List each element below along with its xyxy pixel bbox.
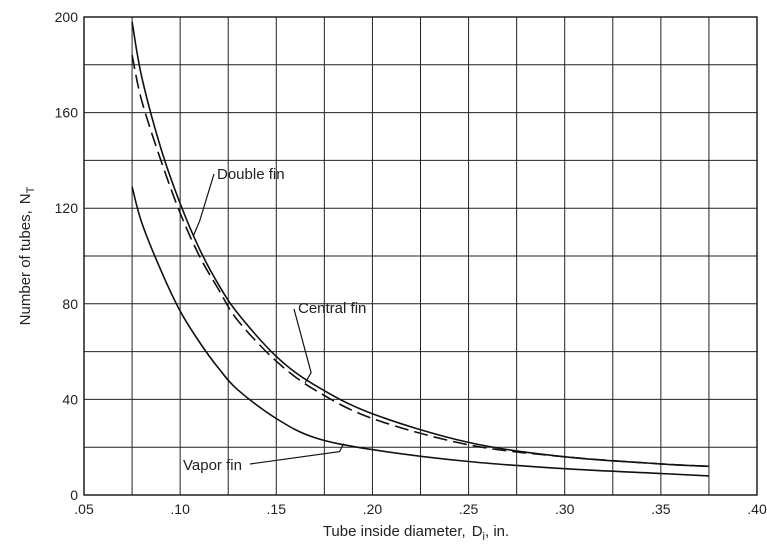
y-tick-label: 200	[55, 9, 79, 25]
x-axis-label: Tube inside diameter, Di, in.	[323, 523, 509, 543]
grid	[83, 16, 758, 496]
plot-frame	[83, 16, 758, 496]
x-tick-label: .25	[459, 501, 479, 517]
y-tick-label: 40	[62, 391, 78, 407]
x-axis-label-symbol: D	[472, 523, 483, 540]
annotation-label-vapor-fin: Vapor fin	[183, 457, 242, 474]
y-axis-label-text: Number of tubes,	[17, 210, 34, 325]
annotation-vapor-fin: Vapor fin	[183, 443, 345, 474]
y-axis-label: Number of tubes, NT	[17, 186, 37, 325]
leader-line-central-fin	[293, 308, 312, 383]
x-tick-label: .05	[74, 501, 94, 517]
annotation-label-central-fin: Central fin	[298, 300, 366, 317]
x-tick-label: .15	[267, 501, 287, 517]
y-axis-label-symbol: N	[17, 193, 34, 204]
y-axis-label-subscript: T	[25, 186, 37, 193]
x-axis-label-subscript: i	[483, 531, 485, 543]
x-tick-label: .10	[170, 501, 190, 517]
x-tick-label: .30	[555, 501, 575, 517]
x-axis-label-units: , in.	[485, 523, 509, 540]
annotation-label-double-fin: Double fin	[217, 166, 285, 183]
y-tick-label: 0	[70, 487, 78, 503]
y-tick-label: 160	[55, 105, 79, 121]
series-line-vapor-fin	[131, 186, 709, 477]
x-axis-label-text: Tube inside diameter,	[323, 523, 466, 540]
x-tick-label: .40	[747, 501, 767, 517]
leader-line-vapor-fin	[249, 443, 345, 465]
series-line-central-fin	[131, 55, 709, 468]
annotation-double-fin: Double fin	[193, 166, 285, 236]
series-lines	[131, 21, 709, 477]
annotation-central-fin: Central fin	[293, 300, 366, 383]
x-tick-label: .35	[651, 501, 671, 517]
tick-labels: .05 .10 .15 .20 .25 .30 .35 .40 0 40 80 120 160 200	[55, 9, 767, 517]
y-tick-label: 120	[55, 200, 79, 216]
y-tick-label: 80	[62, 296, 78, 312]
x-tick-label: .20	[363, 501, 383, 517]
leader-line-double-fin	[193, 173, 215, 236]
